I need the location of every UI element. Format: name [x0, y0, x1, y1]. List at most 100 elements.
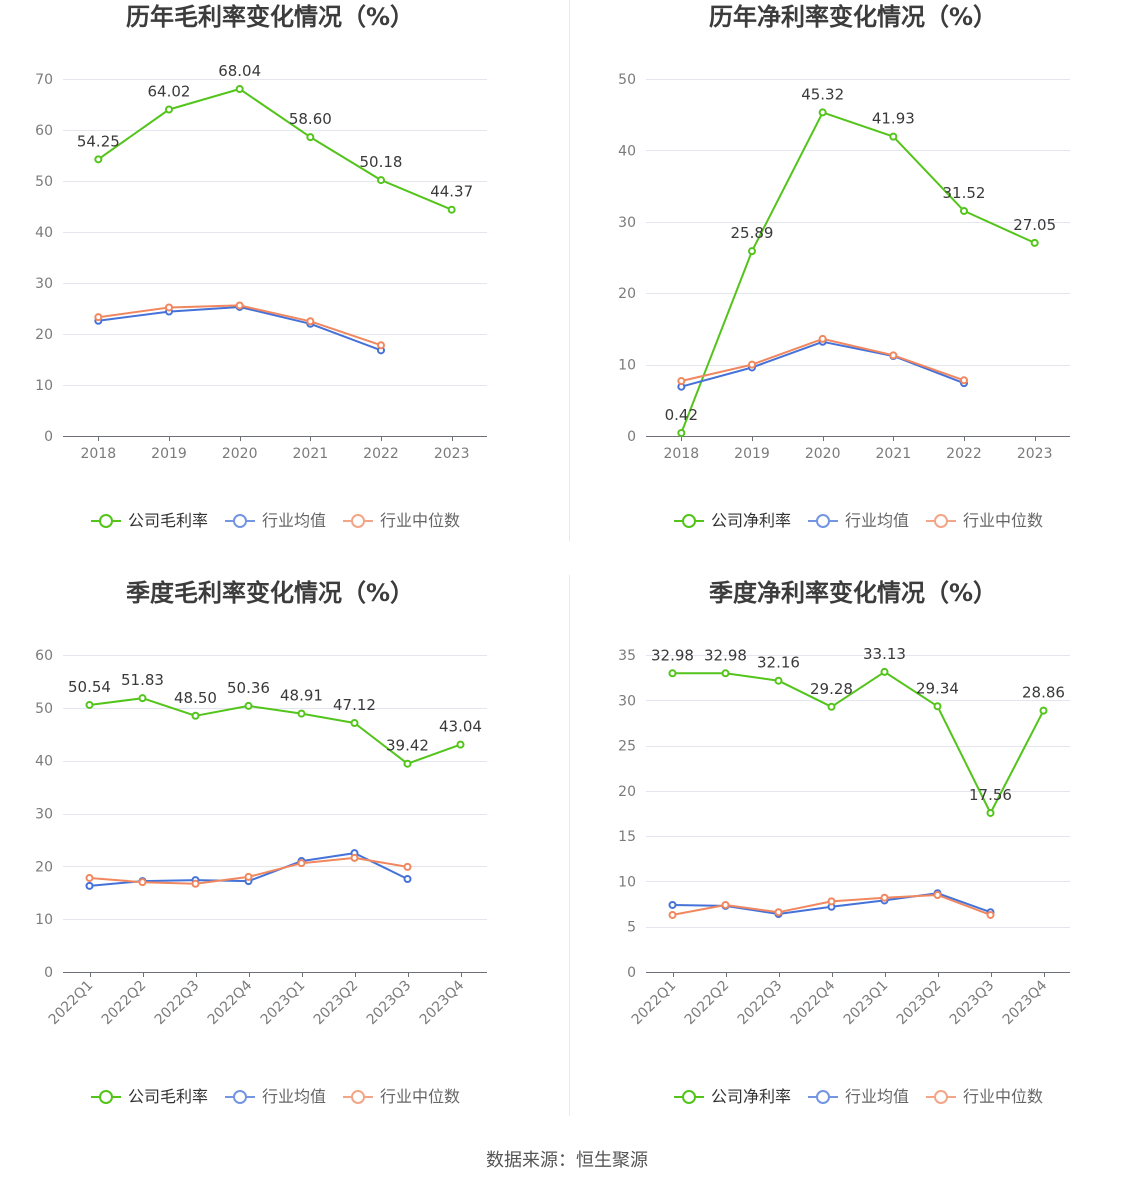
- data-point[interactable]: [677, 377, 686, 386]
- legend-item-company[interactable]: 公司净利率: [673, 510, 791, 532]
- data-label: 27.05: [1013, 216, 1056, 234]
- legend-item-industry-median[interactable]: 行业中位数: [343, 1086, 460, 1108]
- quarterly-net-margin-panel: 0 5 10 15 20 25 30 35 2022Q1 2022Q2 2022Q3 2022Q4 20…: [583, 576, 1134, 1136]
- data-point[interactable]: [774, 908, 783, 917]
- data-point[interactable]: [721, 669, 730, 678]
- y-axis-tick-label: 20: [35, 327, 53, 343]
- data-label: 51.83: [121, 671, 164, 689]
- legend-item-industry-average[interactable]: 行业均值: [807, 1086, 909, 1108]
- legend-item-company[interactable]: 公司毛利率: [90, 1086, 208, 1108]
- data-point[interactable]: [818, 334, 827, 343]
- data-point[interactable]: [721, 900, 730, 909]
- data-point[interactable]: [377, 341, 385, 350]
- chart-legend: 公司净利率 行业均值 行业中位数: [583, 510, 1134, 532]
- data-point[interactable]: [889, 132, 898, 141]
- legend-label: 行业均值: [261, 511, 326, 530]
- data-point[interactable]: [668, 900, 677, 909]
- data-label: 58.60: [289, 110, 332, 128]
- x-axis-category-label: 2023Q1: [841, 978, 892, 1029]
- grid: [63, 655, 487, 920]
- legend-item-industry-average[interactable]: 行业均值: [224, 1086, 326, 1108]
- legend-item-industry-average[interactable]: 行业均值: [807, 510, 909, 532]
- data-point[interactable]: [960, 376, 968, 385]
- legend-item-company[interactable]: 公司毛利率: [90, 510, 208, 532]
- data-point[interactable]: [748, 247, 756, 256]
- data-label: 29.34: [916, 679, 959, 697]
- data-point[interactable]: [827, 897, 836, 906]
- data-point[interactable]: [297, 709, 306, 718]
- data-point[interactable]: [350, 719, 359, 728]
- data-point[interactable]: [350, 853, 359, 862]
- legend-line-circle-icon: [90, 513, 121, 529]
- data-point[interactable]: [456, 740, 465, 749]
- data-point[interactable]: [677, 429, 686, 438]
- axes: 0 10 20 30 40 50 2018 2019 2020 2021 2022 2023: [618, 72, 1070, 462]
- data-point[interactable]: [94, 155, 103, 164]
- series-industry-average: [677, 337, 968, 391]
- data-point[interactable]: [165, 303, 173, 312]
- data-point[interactable]: [986, 910, 995, 919]
- y-axis-tick-label: 60: [35, 123, 53, 139]
- x-axis-category-label: 2018: [81, 446, 117, 462]
- legend-line-circle-icon: [224, 1089, 255, 1105]
- data-point[interactable]: [933, 702, 942, 711]
- legend-item-industry-average[interactable]: 行业均值: [224, 510, 326, 532]
- data-point[interactable]: [403, 875, 412, 884]
- data-point[interactable]: [1039, 706, 1048, 715]
- x-axis-category-label: 2018: [664, 446, 700, 462]
- series-industry-median: [94, 301, 385, 350]
- data-point[interactable]: [748, 360, 756, 369]
- legend-item-industry-median[interactable]: 行业中位数: [343, 510, 460, 532]
- legend-line-circle-icon: [673, 1089, 704, 1105]
- data-point[interactable]: [668, 669, 677, 678]
- data-point[interactable]: [880, 893, 889, 902]
- data-point[interactable]: [668, 910, 677, 919]
- data-point[interactable]: [403, 759, 412, 768]
- data-point[interactable]: [244, 701, 253, 710]
- data-point[interactable]: [960, 206, 968, 215]
- data-point[interactable]: [818, 108, 827, 117]
- panel-divider: [569, 575, 570, 1116]
- data-point[interactable]: [306, 133, 315, 142]
- data-point[interactable]: [191, 879, 200, 888]
- data-point[interactable]: [377, 176, 385, 185]
- data-point[interactable]: [138, 694, 147, 703]
- x-axis-category-label: 2021: [876, 446, 912, 462]
- legend-item-company[interactable]: 公司净利率: [673, 1086, 791, 1108]
- data-point[interactable]: [986, 808, 995, 817]
- data-point[interactable]: [235, 301, 244, 310]
- data-point[interactable]: [933, 891, 942, 900]
- y-axis-tick-label: 10: [618, 874, 636, 890]
- data-labels: 54.25 64.02 68.04 58.60 50.18 44.37: [77, 62, 473, 201]
- legend-line-circle-icon: [673, 513, 704, 529]
- data-point[interactable]: [165, 105, 173, 114]
- data-point[interactable]: [403, 862, 412, 871]
- data-label: 32.16: [757, 654, 800, 672]
- data-point[interactable]: [94, 313, 103, 322]
- data-point[interactable]: [889, 351, 898, 360]
- chart-title: 季度净利率变化情况（%）: [708, 579, 998, 607]
- series-company: [94, 84, 456, 214]
- data-point[interactable]: [85, 873, 94, 882]
- data-point[interactable]: [774, 676, 783, 685]
- data-point[interactable]: [191, 711, 200, 720]
- series-line-industry-median: [98, 304, 382, 347]
- data-point[interactable]: [1030, 238, 1039, 247]
- data-point[interactable]: [880, 667, 889, 676]
- data-point[interactable]: [244, 872, 253, 881]
- data-point[interactable]: [827, 702, 836, 711]
- legend-line-circle-icon: [90, 1089, 121, 1105]
- y-axis-tick-label: 30: [35, 276, 53, 292]
- data-point[interactable]: [85, 700, 94, 709]
- data-point[interactable]: [447, 205, 456, 214]
- data-point[interactable]: [85, 881, 94, 890]
- data-point[interactable]: [235, 84, 244, 93]
- data-point[interactable]: [138, 878, 147, 887]
- data-point[interactable]: [297, 859, 306, 868]
- legend-item-industry-median[interactable]: 行业中位数: [926, 1086, 1043, 1108]
- data-label: 64.02: [148, 82, 191, 100]
- legend-item-industry-median[interactable]: 行业中位数: [926, 510, 1043, 532]
- legend-label: 公司净利率: [710, 1087, 791, 1106]
- data-point[interactable]: [306, 317, 315, 326]
